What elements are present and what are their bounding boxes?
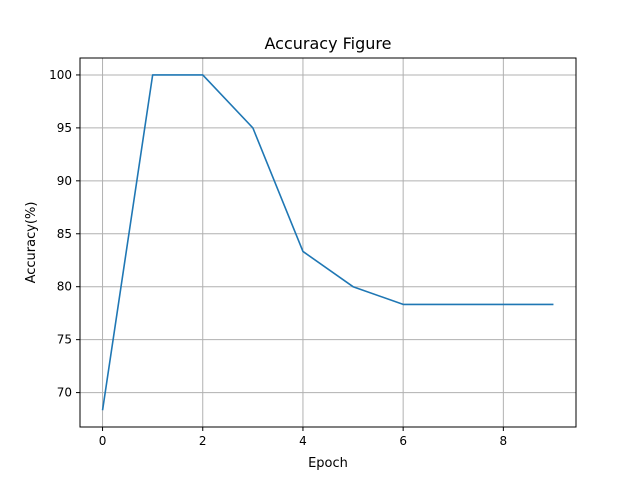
y-tick-label: 95 [57,121,72,135]
y-tick-label: 80 [57,280,72,294]
x-tick-label: 4 [299,434,307,448]
y-tick-label: 85 [57,227,72,241]
y-tick-label: 90 [57,174,72,188]
axis-ticks: 0 2 4 6 8 70 75 80 85 90 95 100 [49,68,507,448]
series-lines [101,74,554,411]
y-tick-label: 75 [57,333,72,347]
chart-title: Accuracy Figure [265,34,392,53]
y-tick-label: 100 [49,68,72,82]
y-axis-label: Accuracy(%) [24,202,39,284]
plot-background [80,58,576,427]
accuracy-series-line [101,74,554,411]
x-tick-label: 8 [500,434,508,448]
x-tick-label: 2 [199,434,207,448]
x-tick-label: 6 [399,434,407,448]
plot-frame [79,57,577,428]
y-tick-label: 70 [57,386,72,400]
x-axis-label: Epoch [308,456,348,471]
x-tick-label: 0 [99,434,107,448]
